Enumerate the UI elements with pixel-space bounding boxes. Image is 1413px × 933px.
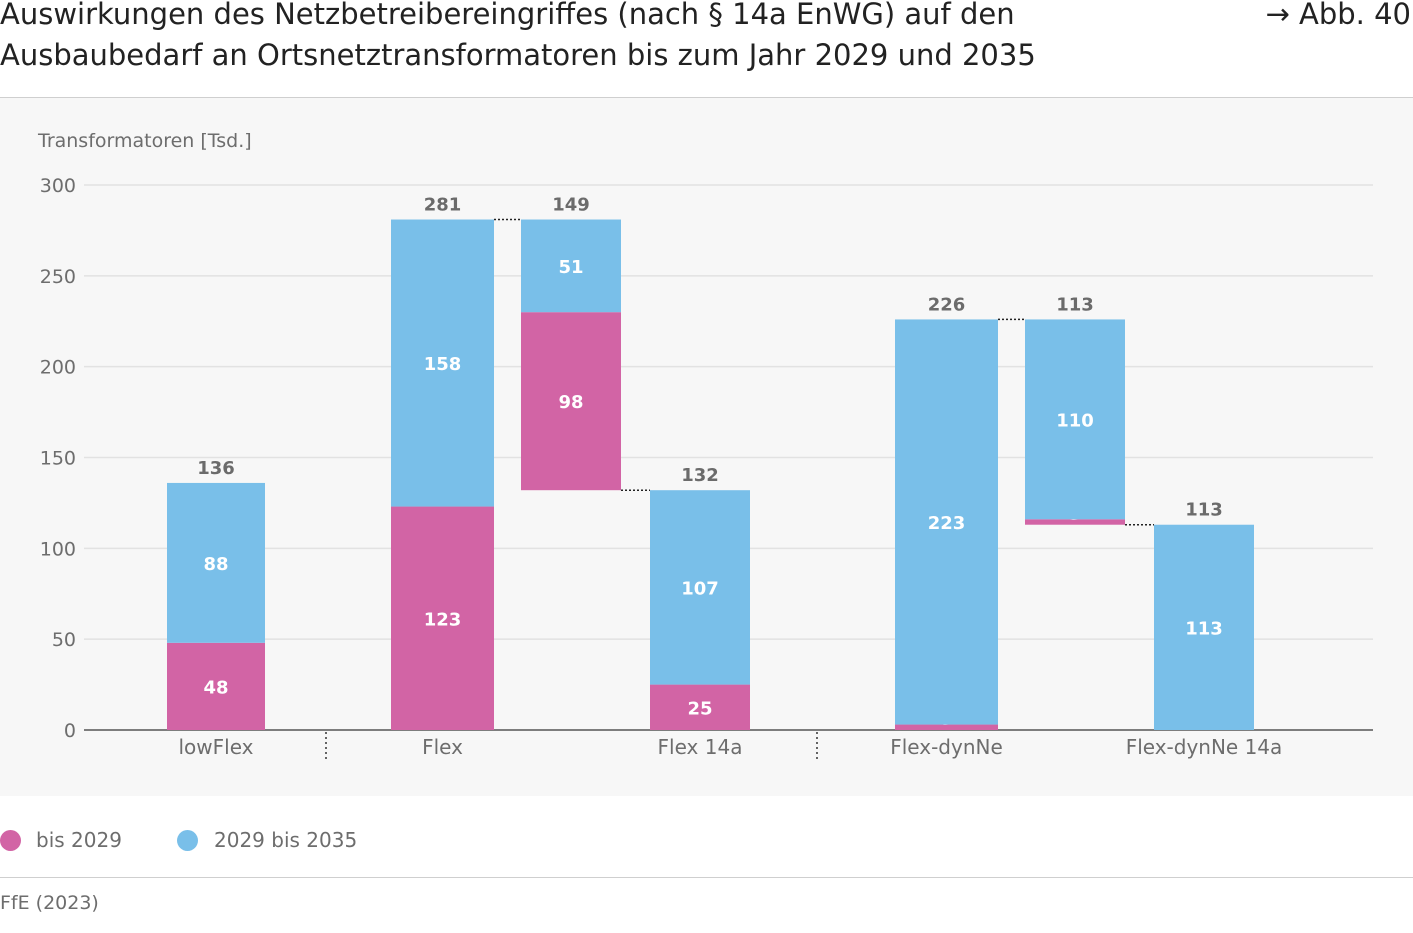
bar-4-segment-2 [650,490,750,685]
x-category-label-4: Flex 14a [658,735,743,759]
legend-label-series1: bis 2029 [36,828,122,852]
bar-2-value-label-1: 123 [424,609,462,630]
legend-label-series2: 2029 bis 2035 [214,828,358,852]
bar-2-segment-1 [391,506,494,730]
bar-7-total-label: 113 [1185,500,1223,521]
chart-title: Auswirkungen des Netzbetreibereingriffes… [0,0,1180,76]
bar-6-total-label: 113 [1056,294,1094,315]
bar-4-value-label-1: 25 [687,698,712,719]
bar-5-segment-1 [895,724,998,730]
y-tick-label-300: 300 [40,175,76,197]
top-divider [0,97,1413,98]
bar-6-segment-1 [1025,519,1125,525]
bar-3-value-label-2: 51 [558,257,583,278]
x-category-label-2: Flex [422,735,463,759]
legend-swatch-series2 [177,830,198,851]
bar-2-total-label: 281 [424,195,462,216]
bar-1-value-label-2: 88 [203,554,228,575]
source-note: FfE (2023) [0,892,99,914]
x-category-label-7: Flex-dynNe 14a [1126,735,1283,759]
y-tick-label-150: 150 [40,448,76,470]
y-tick-label-0: 0 [64,720,76,742]
bar-1-total-label: 136 [197,458,235,479]
bar-6-segment-2 [1025,319,1125,520]
bar-1-segment-2 [167,482,265,643]
y-tick-label-100: 100 [40,538,76,560]
figure-reference: → Abb. 40 [1265,0,1411,31]
y-tick-label-250: 250 [40,266,76,288]
bar-3-segment-1 [521,312,621,491]
bar-5-total-label: 226 [928,294,966,315]
x-category-label-1: lowFlex [179,735,254,759]
bar-5-segment-2 [895,319,998,725]
bar-6-value-label-2: 110 [1056,410,1094,431]
bar-4-segment-1 [650,684,750,730]
chart-svg: Transformatoren [Tsd.] 0 50 100 150 200 250 300… [37,130,1373,760]
title-line-1: Auswirkungen des Netzbetreibereingriffes… [0,0,1015,31]
bar-3-total-label: 149 [552,195,590,216]
bar-2-segment-2 [391,219,494,507]
bottom-divider [0,877,1413,878]
bar-2-value-label-2: 158 [424,354,462,375]
y-axis-label: Transformatoren [Tsd.] [37,130,252,152]
x-category-label-5: Flex-dynNe [890,735,1003,759]
bar-7-value-label-2: 113 [1185,618,1223,639]
bar-7-segment-2 [1154,524,1254,730]
legend-swatch-series1 [0,830,21,851]
bar-3-segment-2 [521,219,621,313]
bar-1-segment-1 [167,642,265,730]
bar-4-total-label: 132 [681,465,719,486]
y-tick-label-200: 200 [40,357,76,379]
bar-3-value-label-1: 98 [558,392,583,413]
bar-1-value-label-1: 48 [203,677,228,698]
title-line-2: Ausbaubedarf an Ortsnetztransformatoren … [0,38,1036,72]
bar-4-value-label-2: 107 [681,578,719,599]
chart-panel: Transformatoren [Tsd.] 0 50 100 150 200 250 300… [0,98,1413,796]
y-tick-label-50: 50 [52,629,76,651]
bar-5-value-label-2: 223 [928,513,966,534]
